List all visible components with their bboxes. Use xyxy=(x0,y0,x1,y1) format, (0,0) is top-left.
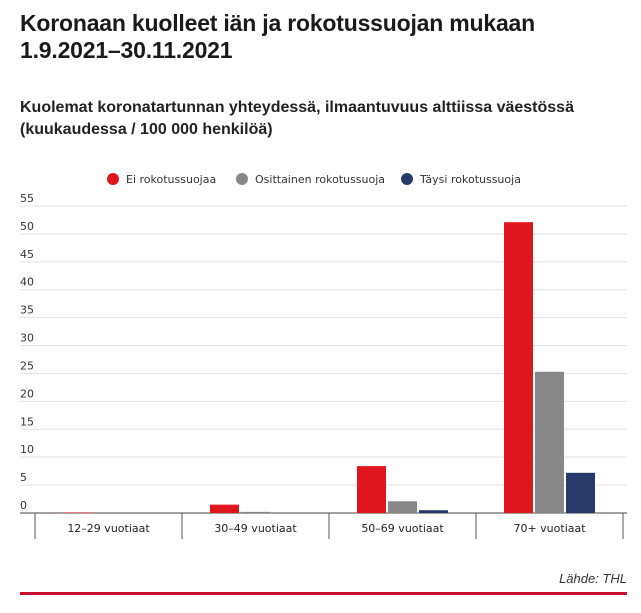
bar-ei-rokotussuojaa-12-29-vuotiaat xyxy=(63,512,92,513)
y-tick-label-45: 45 xyxy=(20,248,34,261)
y-tick-label-25: 25 xyxy=(20,359,34,372)
bar-t-ysi-rokotussuoja-70-vuotiaat xyxy=(566,472,595,513)
x-tick-label-30-49-vuotiaat: 30–49 vuotiaat xyxy=(214,522,297,535)
x-tick-label-70-vuotiaat: 70+ vuotiaat xyxy=(513,522,586,535)
y-tick-label-5: 5 xyxy=(20,471,27,484)
legend-label-osittainen-rokotussuoja: Osittainen rokotussuoja xyxy=(255,173,385,186)
legend-label-t-ysi-rokotussuoja: Täysi rokotussuoja xyxy=(419,173,521,186)
x-tick-label-50-69-vuotiaat: 50–69 vuotiaat xyxy=(361,522,444,535)
y-tick-label-50: 50 xyxy=(20,220,34,233)
bottom-rule xyxy=(20,592,627,595)
y-tick-label-35: 35 xyxy=(20,304,34,317)
chart-title: Koronaan kuolleet iän ja rokotussuojan m… xyxy=(20,10,536,63)
bar-ei-rokotussuojaa-30-49-vuotiaat xyxy=(210,504,239,513)
bar-chart: Ei rokotussuojaa Osittainen rokotussuoja T… xyxy=(20,173,627,539)
bar-ei-rokotussuojaa-70-vuotiaat xyxy=(504,222,533,514)
y-tick-label-10: 10 xyxy=(20,443,34,456)
y-tick-label-55: 55 xyxy=(20,192,34,205)
y-tick-label-15: 15 xyxy=(20,415,34,428)
legend-marker-osittainen-rokotussuoja xyxy=(236,173,248,185)
chart-subtitle: Kuolemat koronatartunnan yhteydessä, ilm… xyxy=(20,99,574,138)
bar-osittainen-rokotussuoja-50-69-vuotiaat xyxy=(388,501,417,513)
bar-ei-rokotussuojaa-50-69-vuotiaat xyxy=(357,466,386,513)
bar-osittainen-rokotussuoja-30-49-vuotiaat xyxy=(241,511,270,513)
y-tick-label-30: 30 xyxy=(20,332,34,345)
x-tick-label-12-29-vuotiaat: 12–29 vuotiaat xyxy=(67,522,150,535)
y-tick-label-0: 0 xyxy=(20,499,27,512)
y-tick-label-20: 20 xyxy=(20,387,34,400)
y-tick-label-40: 40 xyxy=(20,276,34,289)
legend-label-ei-rokotussuojaa: Ei rokotussuojaa xyxy=(126,173,216,186)
bar-t-ysi-rokotussuoja-50-69-vuotiaat xyxy=(419,510,448,513)
legend-marker-t-ysi-rokotussuoja xyxy=(401,173,413,185)
bar-osittainen-rokotussuoja-70-vuotiaat xyxy=(535,371,564,513)
source-note: Lähde: THL xyxy=(559,571,627,586)
legend-marker-ei-rokotussuojaa xyxy=(107,173,119,185)
